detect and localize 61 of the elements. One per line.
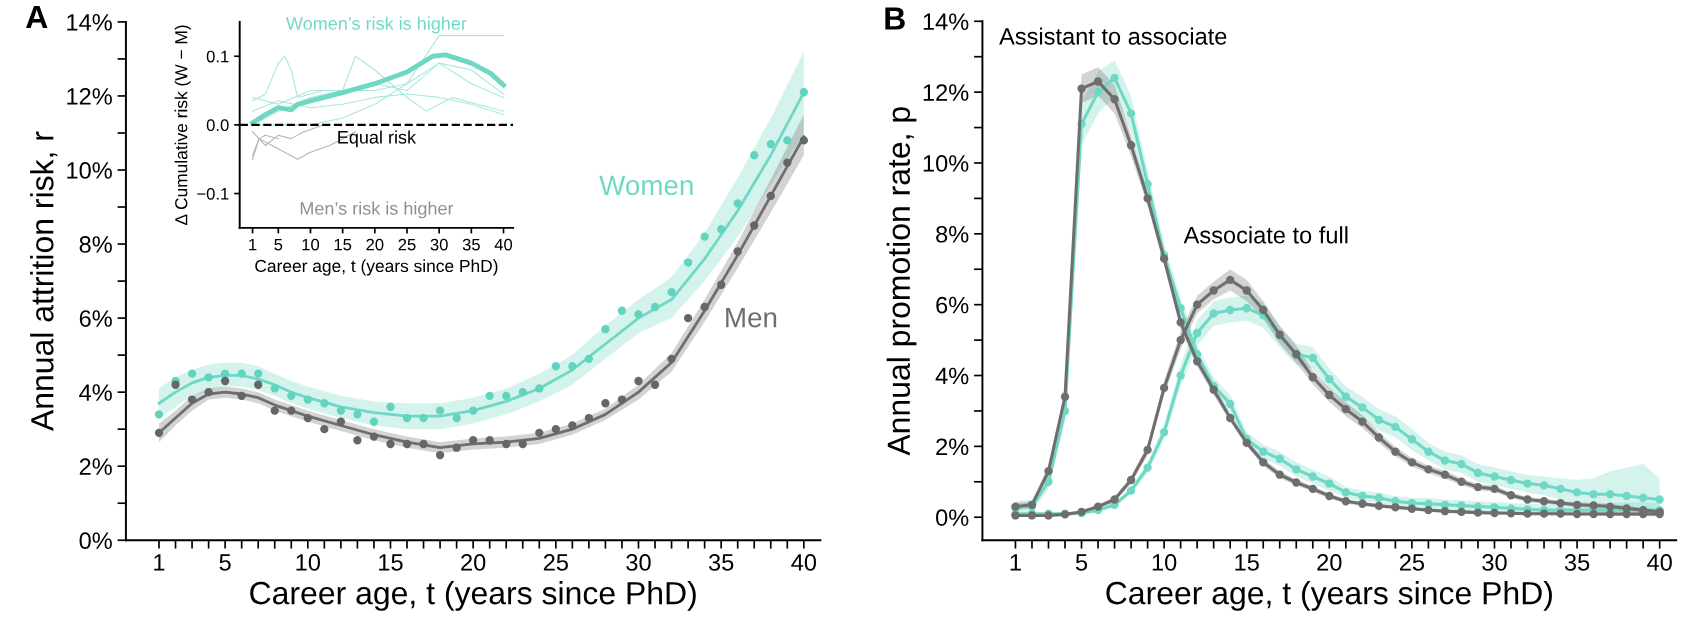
y-tick-label: 0.0 xyxy=(206,119,229,132)
x-axis-title: Career age, t (years since PhD) xyxy=(255,259,498,276)
x-tick-label: 5 xyxy=(1075,554,1088,571)
annotation: Men’s risk is higher xyxy=(300,201,454,219)
y-tick-label: 10% xyxy=(923,155,969,172)
x-tick-label: 15 xyxy=(334,238,352,251)
annotation: Associate to full xyxy=(1183,226,1348,244)
x-tick-label: 1 xyxy=(249,238,257,251)
y-axis-title: Annual attrition risk, r xyxy=(30,131,58,432)
x-tick-label: 5 xyxy=(219,554,231,571)
x-axis-title: Career age, t (years since PhD) xyxy=(1106,581,1552,611)
x-axis-title: Career age, t (years since PhD) xyxy=(250,581,696,611)
y-tick-label: 0% xyxy=(936,509,969,526)
y-tick-label: 4% xyxy=(935,367,969,385)
x-tick-label: 30 xyxy=(430,238,448,251)
x-tick-label: 30 xyxy=(1482,554,1507,571)
y-tick-label: 14% xyxy=(923,13,969,30)
annotation: Assistant to associate xyxy=(999,27,1227,45)
x-tick-label: 35 xyxy=(1564,554,1590,571)
x-tick-label: 25 xyxy=(543,554,568,571)
x-tick-label: 35 xyxy=(462,238,480,251)
y-tick-label: 2% xyxy=(79,458,112,475)
x-tick-label: 35 xyxy=(708,554,734,571)
ref-line-label: Equal risk xyxy=(338,130,417,148)
y-tick-label: 0.1 xyxy=(206,50,229,63)
y-axis-title: Δ Cumulative risk (W − M) xyxy=(174,25,191,225)
x-tick-label: 30 xyxy=(626,554,651,571)
x-tick-label: 10 xyxy=(1152,554,1177,571)
text: B xyxy=(885,7,905,30)
x-tick-label: 20 xyxy=(1317,554,1342,571)
y-tick-label: 0% xyxy=(79,532,112,550)
annotation: Women’s risk is higher xyxy=(286,16,467,34)
series-label: Women xyxy=(599,175,693,196)
y-tick-label: 12% xyxy=(67,88,112,105)
y-tick-label: 4% xyxy=(79,384,112,401)
x-tick-label: 40 xyxy=(494,238,513,251)
y-tick-label: 8% xyxy=(79,236,112,253)
y-tick-label: 12% xyxy=(923,84,969,101)
y-tick-label: 14% xyxy=(67,14,112,31)
text: A xyxy=(26,6,48,29)
x-tick-label: 1 xyxy=(1010,554,1021,571)
series-label: Men xyxy=(726,308,777,328)
y-axis-title: Annual promotion rate, p xyxy=(886,107,917,456)
x-tick-label: 1 xyxy=(154,554,165,571)
y-tick-label: −0.1 xyxy=(197,187,229,200)
x-tick-label: 5 xyxy=(274,238,283,251)
x-tick-label: 20 xyxy=(461,554,486,571)
y-tick-label: 6% xyxy=(936,296,969,314)
y-tick-label: 2% xyxy=(936,438,969,456)
x-tick-label: 15 xyxy=(379,554,403,571)
y-tick-label: 6% xyxy=(79,310,112,327)
y-tick-label: 10% xyxy=(67,162,112,179)
x-tick-label: 20 xyxy=(366,238,384,251)
x-tick-label: 10 xyxy=(302,238,320,251)
x-tick-label: 25 xyxy=(398,238,416,251)
x-tick-label: 25 xyxy=(1399,554,1425,571)
y-tick-label: 8% xyxy=(936,225,969,243)
x-tick-label: 10 xyxy=(296,554,321,571)
x-tick-label: 40 xyxy=(1647,554,1672,571)
x-tick-label: 40 xyxy=(791,554,817,571)
x-tick-label: 15 xyxy=(1235,554,1259,571)
